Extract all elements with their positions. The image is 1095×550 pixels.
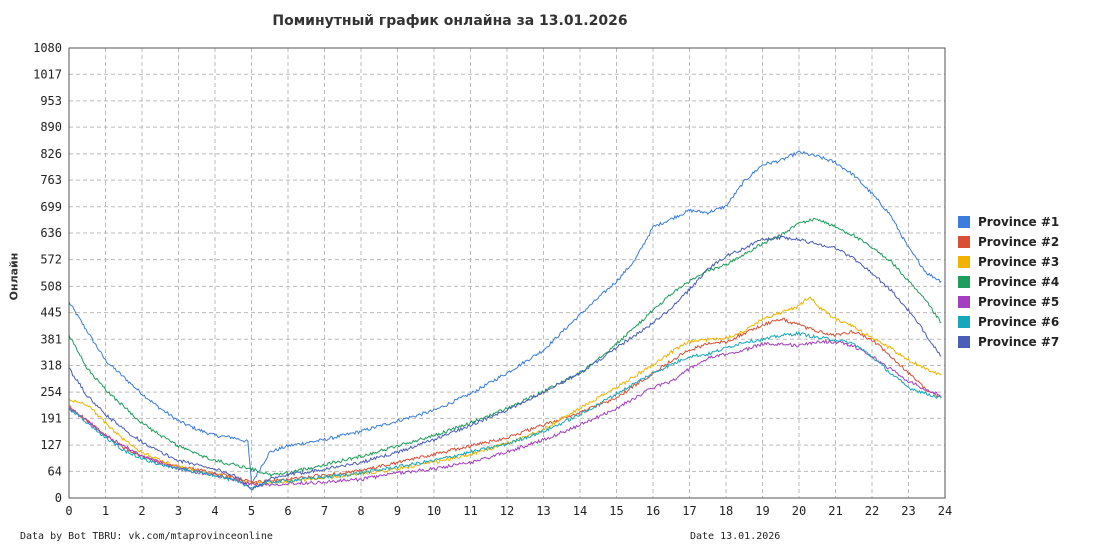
legend-item-3: Province #3: [958, 252, 1059, 272]
x-tick-label: 1: [102, 504, 109, 518]
legend-label: Province #4: [978, 275, 1060, 289]
y-tick-label: 699: [40, 200, 62, 214]
series-line-2: [68, 317, 942, 485]
x-tick-label: 16: [646, 504, 660, 518]
series-line-3: [68, 296, 942, 486]
x-tick-label: 2: [138, 504, 145, 518]
x-tick-label: 0: [65, 504, 72, 518]
plot-area: [68, 47, 946, 499]
x-tick-label: 6: [284, 504, 291, 518]
y-tick-label: 0: [55, 491, 62, 505]
x-tick-label: 14: [573, 504, 587, 518]
chart-title: Поминутный график онлайна за 13.01.2026: [272, 13, 628, 29]
legend-label: Province #2: [978, 235, 1060, 249]
y-tick-label: 318: [40, 359, 62, 373]
legend-label: Province #1: [978, 215, 1060, 229]
legend-label: Province #3: [978, 255, 1060, 269]
y-tick-label: 1017: [33, 67, 62, 81]
x-tick-label: 11: [463, 504, 477, 518]
legend-item-5: Province #5: [958, 292, 1059, 312]
series-line-7: [68, 235, 942, 491]
legend: Province #1 Province #2 Province #3 Provinc…: [958, 212, 1059, 352]
y-tick-label: 572: [40, 253, 62, 267]
x-tick-label: 7: [321, 504, 328, 518]
legend-swatch: [958, 296, 970, 308]
legend-swatch: [958, 236, 970, 248]
x-tick-label: 19: [755, 504, 769, 518]
legend-item-1: Province #1: [958, 212, 1059, 232]
y-tick-label: 127: [40, 438, 62, 452]
y-tick-label: 254: [40, 385, 62, 399]
legend-swatch: [958, 336, 970, 348]
legend-label: Province #7: [978, 335, 1060, 349]
data-credit: Data by Bot TBRU: vk.com/mtaprovinceonli…: [20, 531, 273, 542]
y-tick-label: 508: [40, 279, 62, 293]
y-tick-label: 890: [40, 120, 62, 134]
y-tick-label: 953: [40, 94, 62, 108]
x-tick-label: 21: [828, 504, 842, 518]
x-tick-label: 13: [536, 504, 550, 518]
y-tick-label: 826: [40, 147, 62, 161]
x-tick-label: 10: [427, 504, 441, 518]
y-tick-label: 64: [48, 464, 62, 478]
legend-swatch: [958, 276, 970, 288]
y-tick-label: 381: [40, 332, 62, 346]
y-tick-label: 1080: [33, 41, 62, 55]
legend-swatch: [958, 216, 970, 228]
x-tick-label: 8: [357, 504, 364, 518]
x-tick-label: 23: [901, 504, 915, 518]
legend-label: Province #5: [978, 295, 1060, 309]
x-tick-label: 12: [500, 504, 514, 518]
legend-item-6: Province #6: [958, 312, 1059, 332]
series-line-6: [68, 331, 942, 490]
x-tick-label: 5: [248, 504, 255, 518]
x-tick-label: 15: [609, 504, 623, 518]
legend-swatch: [958, 256, 970, 268]
legend-item-4: Province #4: [958, 272, 1059, 292]
series-line-5: [68, 338, 942, 487]
y-tick-label: 763: [40, 173, 62, 187]
date-label: Date 13.01.2026: [690, 531, 781, 542]
legend-swatch: [958, 316, 970, 328]
x-tick-label: 4: [211, 504, 218, 518]
x-tick-label: 18: [719, 504, 733, 518]
y-tick-label: 636: [40, 226, 62, 240]
legend-label: Province #6: [978, 315, 1060, 329]
series-line-4: [68, 217, 942, 478]
y-tick-label: 445: [40, 306, 62, 320]
legend-item-7: Province #7: [958, 332, 1059, 352]
y-tick-label: 191: [40, 411, 62, 425]
x-tick-label: 9: [394, 504, 401, 518]
x-tick-label: 24: [938, 504, 952, 518]
x-tick-label: 3: [175, 504, 182, 518]
x-tick-label: 22: [865, 504, 879, 518]
x-tick-label: 20: [792, 504, 806, 518]
series-line-1: [68, 150, 942, 484]
x-tick-label: 17: [682, 504, 696, 518]
legend-item-2: Province #2: [958, 232, 1059, 252]
